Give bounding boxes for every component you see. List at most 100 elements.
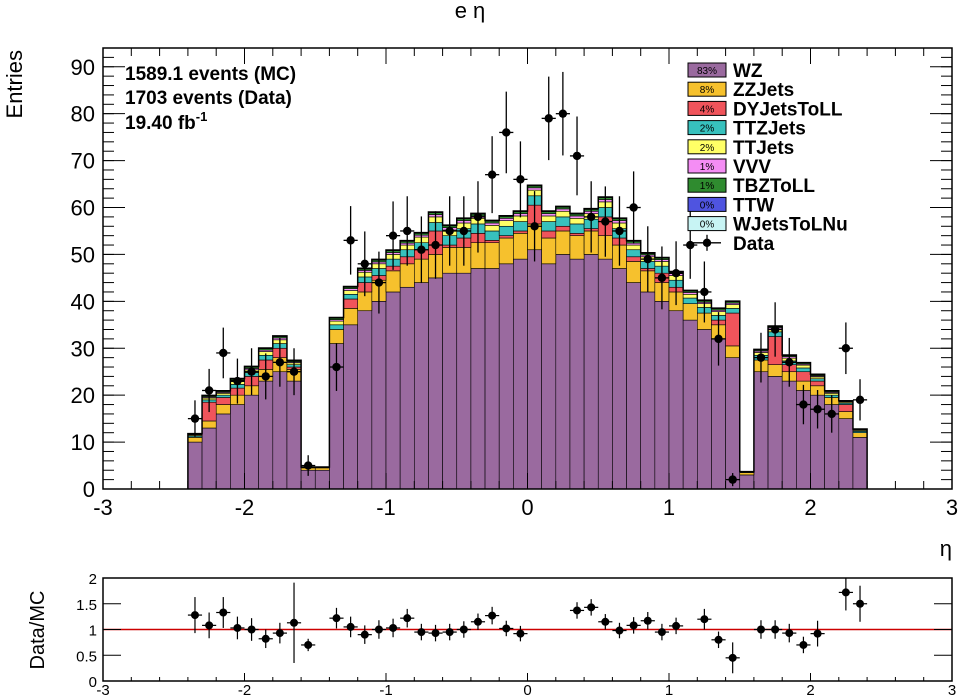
x-tick-label-4: 1 [663, 495, 675, 520]
stack-bar-vvv-26 [555, 208, 571, 212]
ratio-point-21 [488, 611, 497, 620]
ratio-x-tick-label-2: -1 [379, 682, 392, 697]
stack-bar-wz-29 [597, 258, 613, 490]
legend-label-vvv: VVV [733, 157, 771, 178]
stack-bar-zzjets-26 [555, 230, 571, 255]
stack-bar-ttzjets-23 [513, 221, 528, 232]
legend-label-wjetstolnu: WJetsToLNu [733, 215, 848, 236]
stack-bar-ttzjets-27 [569, 223, 585, 234]
y-tick-label-9: 90 [71, 55, 95, 80]
stack-bar-wz-32 [640, 291, 656, 490]
lumi-exponent: -1 [196, 109, 208, 124]
data-point-5 [261, 372, 270, 381]
ratio-point-26 [601, 617, 610, 626]
chart-title: e η [455, 0, 486, 23]
ratio-y-tick-label-4: 2 [89, 571, 97, 588]
stack-bar-wz-40 [753, 371, 769, 490]
data-point-14 [388, 231, 398, 240]
y-tick-label-4: 40 [71, 289, 95, 314]
stack-bar-wz-33 [654, 301, 670, 490]
stack-bar-ttjets-21 [484, 225, 500, 232]
legend-label-ttzjets: TTZJets [733, 119, 806, 140]
ratio-point-15 [403, 614, 412, 623]
stack-bar-wz-46 [838, 418, 854, 490]
data-point-30 [615, 226, 624, 236]
legend-label-ttjets: TTJets [733, 138, 794, 159]
stack-bar-zzjets-25 [541, 237, 557, 265]
stack-bar-wz-2 [215, 413, 231, 490]
stack-bar-wz-0 [187, 441, 203, 490]
legend-label-data: Data [733, 234, 775, 255]
data-point-41 [770, 325, 780, 334]
stack-bar-zzjets-2 [215, 404, 231, 415]
ratio-point-28 [629, 621, 638, 630]
stack-bar-wz-15 [399, 286, 415, 490]
ratio-y-tick-label-2: 1 [89, 623, 97, 640]
stack-bar-wz-34 [668, 310, 684, 490]
stack-bar-zzjets-23 [513, 233, 528, 260]
data-point-32 [643, 254, 652, 264]
stack-bar-dyjetstoll-25 [541, 230, 557, 239]
data-point-1 [204, 386, 214, 395]
data-point-36 [700, 287, 709, 297]
ratio-point-12 [360, 630, 369, 639]
stack-bar-wz-22 [498, 263, 514, 490]
legend-label-wz: WZ [733, 61, 763, 82]
legend-pct-ttw: 0% [700, 200, 715, 211]
stack-bar-wz-7 [286, 380, 302, 490]
stack-bar-ttzjets-11 [343, 294, 358, 300]
stack-bar-vvv-22 [498, 218, 514, 221]
ratio-x-tick-label-5: 2 [806, 682, 814, 697]
legend-pct-zzjets: 8% [700, 85, 715, 96]
stack-bar-wz-42 [781, 380, 797, 490]
ratio-x-tick-label-1: -2 [238, 682, 251, 697]
stack-bar-ttzjets-43 [796, 367, 811, 373]
stack-bar-zzjets-10 [329, 329, 344, 344]
ratio-y-tick-label-1: 0.5 [76, 648, 97, 665]
y-tick-label-5: 50 [71, 242, 95, 267]
data-point-44 [813, 405, 822, 414]
legend-swatch-tbztoll [687, 177, 727, 193]
x-axis-label: η [940, 536, 952, 561]
data-point-20 [473, 212, 483, 222]
data-point-19 [459, 226, 469, 236]
stack-bar-dyjetstoll-26 [555, 225, 571, 232]
ratio-point-36 [771, 625, 780, 634]
stack-bar-dyjetstoll-11 [343, 298, 358, 309]
ratio-point-5 [261, 634, 270, 643]
y-tick-label-1: 10 [71, 430, 95, 455]
data-point-10 [332, 362, 341, 372]
stack-bar-ttzjets-38 [725, 308, 741, 314]
ratio-point-17 [431, 629, 440, 638]
stack-bar-dyjetstoll-2 [215, 397, 231, 405]
legend-swatch-dyjetstoll [687, 100, 727, 116]
ratio-point-3 [233, 623, 242, 632]
legend-swatch-wjetstolnu [687, 216, 727, 232]
data-point-12 [360, 259, 369, 269]
data-point-17 [431, 240, 440, 250]
stack-bar-wz-1 [201, 427, 217, 490]
legend-swatch-ttjets [687, 139, 727, 155]
data-point-33 [657, 273, 667, 283]
data-point-47 [855, 395, 865, 405]
main-data-layer [187, 71, 868, 487]
stack-bar-ttzjets-25 [541, 221, 557, 232]
ratio-point-7 [290, 618, 299, 627]
ratio-point-29 [643, 616, 652, 625]
data-point-24 [530, 222, 539, 231]
ratio-point-6 [275, 629, 284, 638]
stack-bar-wz-38 [725, 357, 741, 490]
x-tick-label-6: 3 [946, 495, 958, 520]
legend-label-zzjets: ZZJets [733, 80, 794, 101]
stack-bar-dyjetstoll-38 [725, 312, 741, 347]
ratio-point-37 [785, 629, 794, 638]
data-point-7 [289, 367, 299, 376]
legend-pct-dyjetstoll: 4% [700, 104, 715, 115]
stack-bar-zzjets-41 [767, 364, 783, 377]
data-point-34 [671, 268, 681, 278]
ratio-point-4 [247, 625, 256, 634]
data-point-21 [487, 170, 497, 179]
ratio-point-10 [332, 614, 341, 623]
